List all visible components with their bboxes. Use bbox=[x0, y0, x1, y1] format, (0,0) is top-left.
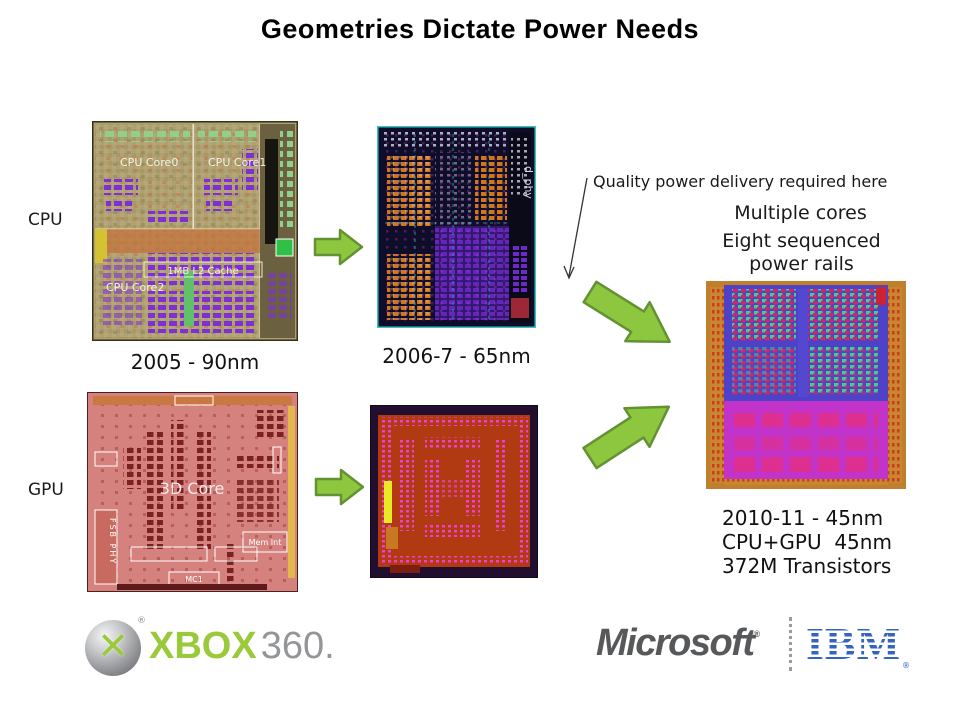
ibm-registered-mark: ® bbox=[902, 661, 910, 670]
annotation-eight-sequenced-line1: Eight sequenced bbox=[722, 230, 881, 252]
microsoft-logo: Microsoft® bbox=[596, 622, 760, 665]
xbox-360-logo: ✕ ® XBOX 360. bbox=[85, 616, 335, 680]
cpu65-dphy-label: d_phy bbox=[522, 166, 535, 199]
arrows-to-45nm-die bbox=[582, 280, 671, 470]
gpu90-mc-label: MC1 bbox=[185, 575, 203, 584]
xbox-x-icon: ✕ bbox=[97, 624, 129, 668]
pointer-arrow bbox=[563, 177, 588, 280]
cpu90-core0-label: CPU Core0 bbox=[120, 156, 178, 169]
xbox-brand-text: XBOX bbox=[149, 625, 257, 667]
xbox-registered-mark: ® bbox=[137, 616, 146, 626]
caption-cpu-65nm: 2006-7 - 65nm bbox=[382, 344, 531, 368]
gpu90-mem-int-label: Mem Int bbox=[249, 538, 282, 547]
ibm-stripes-overlay bbox=[806, 621, 906, 669]
gpu90-3d-core-label: 3D Core bbox=[160, 479, 225, 498]
ibm-logo: IBM ® bbox=[806, 621, 910, 670]
gpu-row-label: GPU bbox=[28, 480, 64, 500]
cpu-65nm-die-image: d_phy bbox=[377, 126, 536, 328]
gpu90-fsb-phy-label: FSB PHY bbox=[108, 518, 117, 565]
xbox-wordmark: XBOX 360. bbox=[149, 625, 335, 668]
caption-cpu-90nm: 2005 - 90nm bbox=[130, 350, 260, 374]
xbox-model-text: 360. bbox=[260, 625, 335, 667]
xbox-sphere-icon bbox=[85, 620, 141, 676]
annotation-power-rails-line2: power rails bbox=[749, 253, 854, 275]
caption-45nm-block: 2010-11 - 45nm CPU+GPU 45nm 372M Transis… bbox=[722, 506, 892, 578]
cpu90-core1-label: CPU Core1 bbox=[208, 156, 266, 169]
cpu-row-label: CPU bbox=[28, 210, 63, 230]
microsoft-wordmark: Microsoft bbox=[596, 622, 755, 664]
arrow-cpu-90-to-65 bbox=[313, 228, 364, 266]
cpu90-l2-label: 1MB L2 Cache bbox=[167, 266, 238, 277]
cpu-90nm-die-image: CPU Core0 CPU Core1 CPU Core2 1MB L2 Cac… bbox=[92, 121, 298, 341]
logo-divider bbox=[789, 617, 792, 671]
microsoft-registered-mark: ® bbox=[753, 629, 761, 639]
annotation-eight-sequenced: Eight sequenced power rails bbox=[698, 230, 905, 276]
gpu-65nm-die-image bbox=[370, 405, 538, 578]
cpu90-core2-label: CPU Core2 bbox=[106, 281, 164, 294]
annotation-multiple-cores: Multiple cores bbox=[734, 202, 867, 224]
caption-45nm-line3: 372M Transistors bbox=[722, 554, 892, 578]
arrow-gpu-90-to-65 bbox=[314, 468, 365, 506]
annotation-quality-power: Quality power delivery required here bbox=[593, 172, 888, 191]
caption-45nm-line2: CPU+GPU 45nm bbox=[722, 530, 892, 554]
cpu-gpu-45nm-die-image bbox=[706, 281, 906, 489]
page-title: Geometries Dictate Power Needs bbox=[260, 14, 700, 44]
caption-45nm-line1: 2010-11 - 45nm bbox=[722, 506, 884, 530]
gpu-90nm-die-image: FSB PHY Mem Int MC1 3D Core bbox=[87, 392, 298, 592]
